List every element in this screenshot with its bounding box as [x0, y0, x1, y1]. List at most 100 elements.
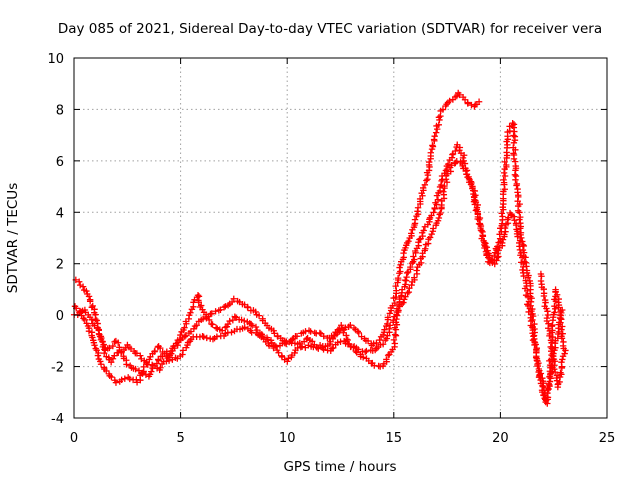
data-point — [88, 316, 95, 324]
data-point — [217, 306, 224, 313]
data-point — [416, 195, 424, 203]
data-point — [528, 307, 535, 315]
data-point — [557, 319, 564, 326]
data-point — [474, 210, 481, 217]
data-point — [420, 227, 427, 234]
data-point — [347, 321, 354, 329]
data-point — [148, 368, 155, 375]
data-point — [137, 352, 144, 359]
data-point — [430, 225, 437, 232]
data-point — [452, 147, 459, 155]
data-point — [459, 154, 467, 162]
data-point — [470, 193, 478, 200]
data-point — [386, 322, 394, 329]
data-point — [498, 228, 505, 236]
data-point — [479, 232, 487, 239]
y-axis-label: SDTVAR / TECUs — [5, 183, 21, 293]
data-point — [344, 336, 351, 344]
data-point — [463, 170, 470, 178]
y-tick-label: 0 — [56, 309, 64, 324]
data-point — [551, 302, 558, 310]
data-point — [252, 308, 259, 316]
data-point — [544, 394, 552, 401]
data-point — [544, 389, 551, 397]
data-point — [537, 270, 545, 278]
data-point — [520, 242, 528, 250]
x-tick-label: 20 — [492, 431, 509, 446]
data-point — [97, 361, 105, 368]
data-point — [118, 376, 125, 383]
data-point — [475, 98, 483, 105]
data-point — [453, 92, 461, 100]
data-point — [527, 302, 534, 309]
data-point — [86, 298, 94, 305]
data-point — [558, 335, 566, 342]
data-point — [393, 312, 401, 319]
data-point — [329, 335, 337, 343]
data-point — [441, 182, 448, 190]
data-point — [181, 324, 188, 331]
data-point — [209, 321, 216, 328]
data-point — [403, 269, 411, 277]
data-point — [416, 236, 423, 243]
data-point — [112, 379, 120, 386]
data-point — [195, 299, 202, 306]
data-point — [398, 300, 406, 308]
data-point — [391, 331, 399, 338]
x-tick-label: 25 — [599, 431, 616, 446]
data-point — [489, 256, 496, 263]
data-point — [167, 347, 175, 355]
data-point — [512, 146, 519, 154]
data-point — [510, 139, 518, 147]
data-point — [491, 260, 498, 268]
data-point — [117, 349, 125, 356]
data-point — [517, 225, 524, 232]
data-point — [501, 158, 508, 166]
data-point — [558, 326, 565, 333]
data-point — [402, 276, 409, 284]
data-point — [392, 282, 399, 290]
data-point — [404, 289, 411, 297]
plot-frame — [73, 57, 608, 419]
data-point — [303, 335, 310, 343]
data-point — [531, 329, 538, 336]
data-point — [400, 249, 407, 257]
data-point — [532, 354, 540, 361]
data-point — [109, 355, 117, 362]
data-point — [433, 125, 441, 133]
data-point — [464, 100, 472, 107]
data-point — [434, 196, 442, 203]
tick-labels: 0 5 10 15 20 25 -4 -2 0 2 4 6 8 10 — [47, 52, 615, 446]
data-point — [359, 354, 367, 361]
data-point — [320, 333, 327, 340]
data-point — [474, 201, 481, 209]
data-point — [330, 344, 337, 352]
data-point — [308, 338, 316, 345]
data-point — [464, 173, 471, 181]
data-point — [157, 344, 164, 352]
data-point — [200, 333, 207, 341]
data-point — [85, 293, 93, 300]
data-point — [558, 364, 566, 372]
data-point — [558, 316, 565, 323]
data-point — [343, 336, 350, 343]
data-point — [193, 322, 200, 329]
data-point — [522, 254, 529, 261]
data-point — [241, 317, 248, 325]
data-point — [400, 299, 407, 306]
data-point — [516, 216, 523, 223]
data-point — [272, 343, 280, 350]
data-point — [384, 332, 391, 339]
data-point — [559, 353, 567, 360]
data-point — [241, 324, 248, 331]
data-point — [76, 278, 83, 285]
data-point — [385, 325, 393, 333]
data-point — [228, 298, 236, 306]
data-point — [427, 149, 435, 156]
data-point — [408, 230, 415, 237]
data-point — [244, 304, 252, 311]
data-point — [390, 336, 398, 344]
data-point — [402, 293, 409, 300]
data-point — [481, 244, 488, 252]
